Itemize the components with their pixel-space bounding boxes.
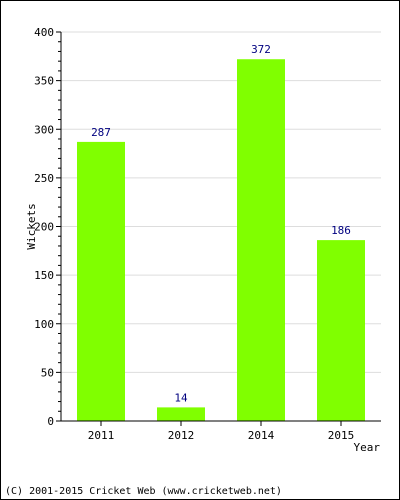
- axes: [56, 31, 381, 426]
- bar-2012: [157, 407, 205, 421]
- y-tick-label: 250: [34, 172, 54, 185]
- y-axis-title: Wickets: [25, 203, 38, 249]
- x-tick-label: 2015: [328, 429, 355, 442]
- copyright-notice: (C) 2001-2015 Cricket Web (www.cricketwe…: [5, 486, 282, 497]
- data-label: 372: [251, 43, 271, 56]
- y-tick-label: 50: [41, 366, 54, 379]
- y-tick-label: 200: [34, 221, 54, 234]
- bar-2014: [237, 59, 285, 421]
- y-tick-label: 150: [34, 269, 54, 282]
- data-label: 287: [91, 126, 111, 139]
- bars: [77, 59, 365, 421]
- x-tick-label: 2014: [248, 429, 275, 442]
- y-tick-label: 100: [34, 318, 54, 331]
- bar-chart: 0 50 100 150 200 250 300 350 400 287 2011 14 2012 372…: [25, 26, 381, 454]
- y-tick-label: 350: [34, 75, 54, 88]
- data-label: 14: [174, 391, 188, 404]
- y-tick-label: 400: [34, 26, 54, 39]
- labels: 0 50 100 150 200 250 300 350 400 287 2011 14 2012 372…: [34, 26, 354, 442]
- x-axis-title: Year: [354, 441, 381, 454]
- y-tick-label: 0: [47, 415, 54, 428]
- x-tick-label: 2012: [168, 429, 195, 442]
- x-tick-label: 2011: [88, 429, 115, 442]
- data-label: 186: [331, 224, 351, 237]
- bar-2015: [317, 240, 365, 421]
- y-tick-label: 300: [34, 123, 54, 136]
- bar-2011: [77, 141, 125, 421]
